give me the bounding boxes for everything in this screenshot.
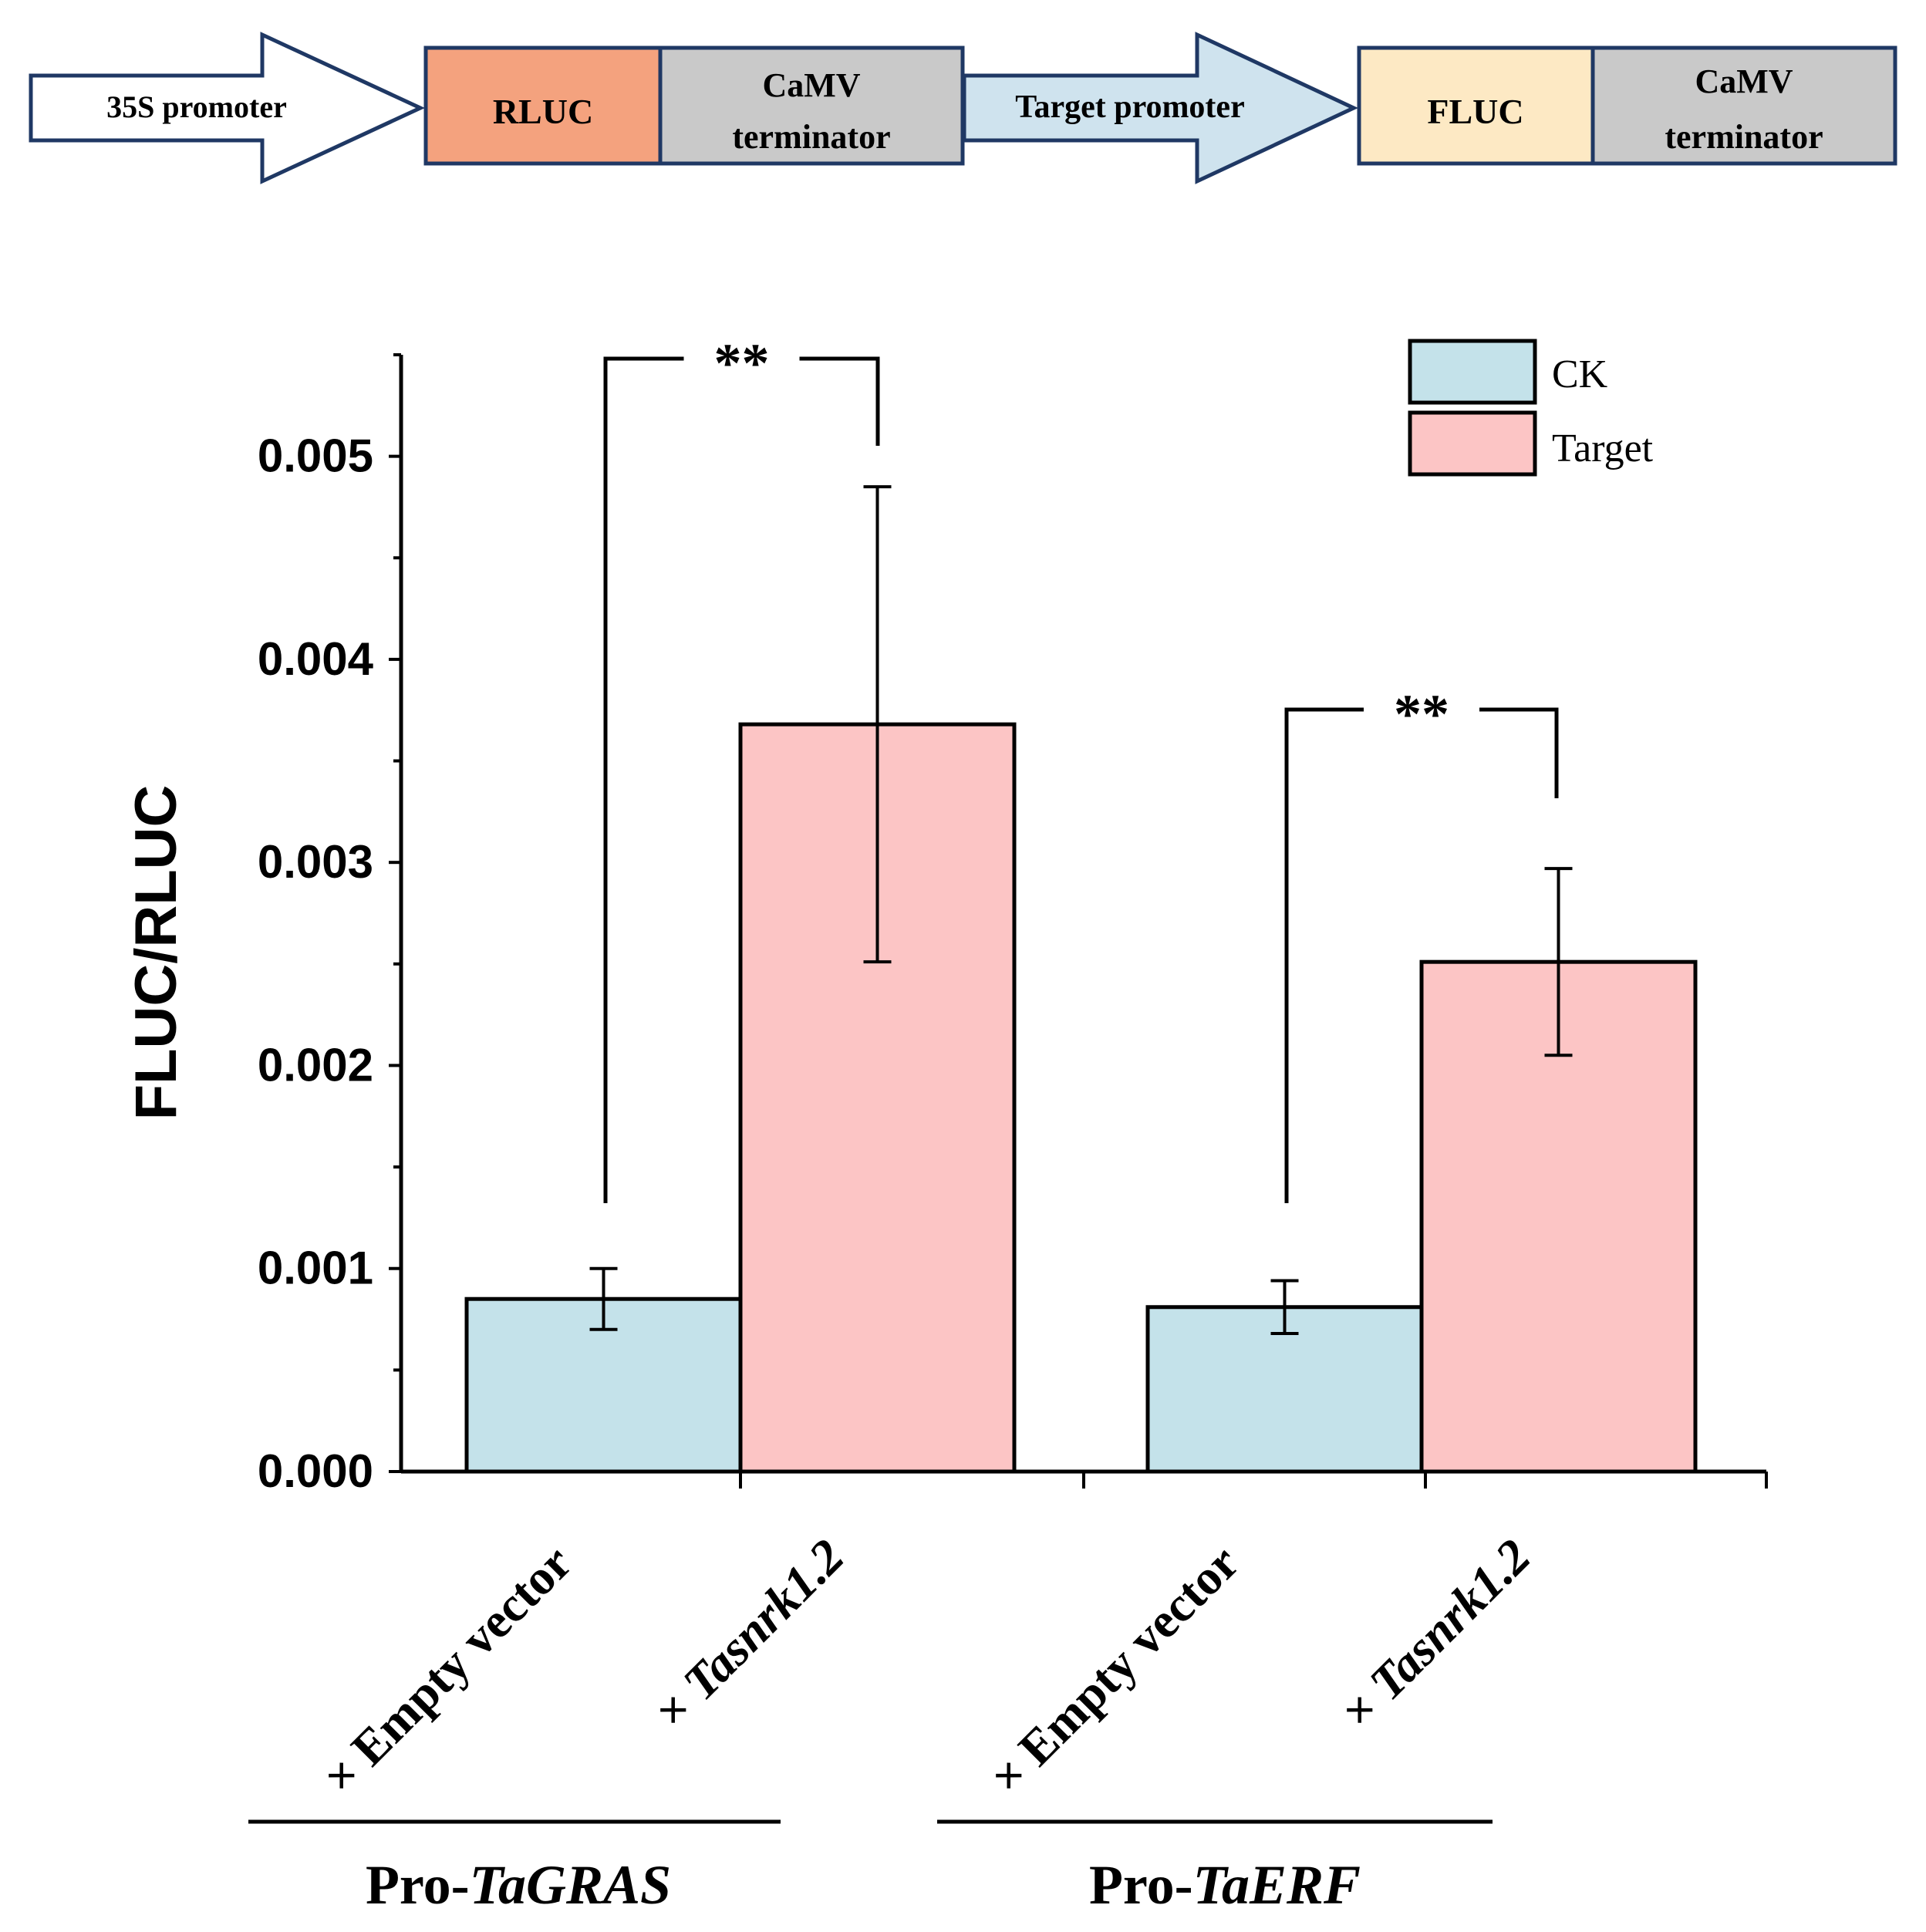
- fluc-box: [1357, 46, 1595, 166]
- legend-label-ck: CK: [1552, 352, 1608, 396]
- legend-swatch-target: [1408, 410, 1537, 477]
- category-label-tasnrk-2: × Tasnrk1.2: [1331, 1529, 1541, 1739]
- construct-diagram: 35S promoter RLUC CaMV terminator Target…: [29, 32, 1897, 184]
- significance-bracket-2-label: **: [1394, 683, 1449, 745]
- significance-bracket-2-left: [1284, 707, 1364, 1203]
- legend-label-target: Target: [1552, 427, 1654, 470]
- terminator-2-line1: CaMV: [1695, 62, 1793, 100]
- y-tick-label: 0.000: [258, 1445, 373, 1497]
- legend-swatch-ck: [1408, 339, 1537, 405]
- y-ticks: 0.000 0.001 0.002 0.003 0.004 0.005: [258, 353, 401, 1497]
- category-label-tasnrk-1: × Tasnrk1.2: [644, 1529, 855, 1739]
- y-tick-label: 0.001: [258, 1242, 373, 1294]
- significance-bracket-1-right: [799, 356, 880, 446]
- bars: [464, 722, 1698, 1474]
- y-tick-label: 0.005: [258, 430, 373, 482]
- significance-bracket-1-label: **: [714, 332, 770, 394]
- significance-bracket-2-right: [1479, 707, 1559, 798]
- fluc-label: FLUC: [1427, 92, 1523, 131]
- terminator-1-line1: CaMV: [762, 66, 860, 104]
- y-tick-label: 0.004: [258, 633, 374, 685]
- terminator-2-line2: terminator: [1665, 118, 1823, 156]
- bar-chart: FLUC/RLUC 0.000 0.001 0.002 0.003 0.004 0.005…: [123, 332, 1768, 1916]
- significance-brackets: ** **: [603, 332, 1559, 1203]
- promoter-35s-label: 35S promoter: [106, 89, 287, 124]
- target-promoter-arrow: [962, 32, 1358, 184]
- terminator-1-box: [658, 46, 965, 166]
- x-ticks: [739, 1472, 1768, 1489]
- category-label-empty-vector-2: × Empty vector: [980, 1535, 1250, 1805]
- group-label-tagras: Pro-TaGRAS: [366, 1854, 671, 1916]
- group-label-taerf: Pro-TaERF: [1089, 1854, 1361, 1916]
- legend: CK Target: [1408, 339, 1654, 477]
- terminator-1-line2: terminator: [732, 118, 890, 156]
- rluc-label: RLUC: [493, 92, 593, 131]
- error-bars: [589, 485, 1573, 1335]
- target-promoter-label: Target promoter: [1015, 89, 1244, 125]
- terminator-2-box: [1590, 46, 1897, 166]
- category-label-empty-vector-1: × Empty vector: [312, 1535, 582, 1805]
- y-axis-label: FLUC/RLUC: [123, 785, 189, 1121]
- category-labels: × Empty vector × Tasnrk1.2 × Empty vecto…: [312, 1529, 1541, 1805]
- y-tick-label: 0.003: [258, 836, 373, 888]
- y-tick-label: 0.002: [258, 1039, 373, 1091]
- promoter-35s-arrow: [29, 32, 425, 184]
- significance-bracket-1-left: [603, 356, 684, 1203]
